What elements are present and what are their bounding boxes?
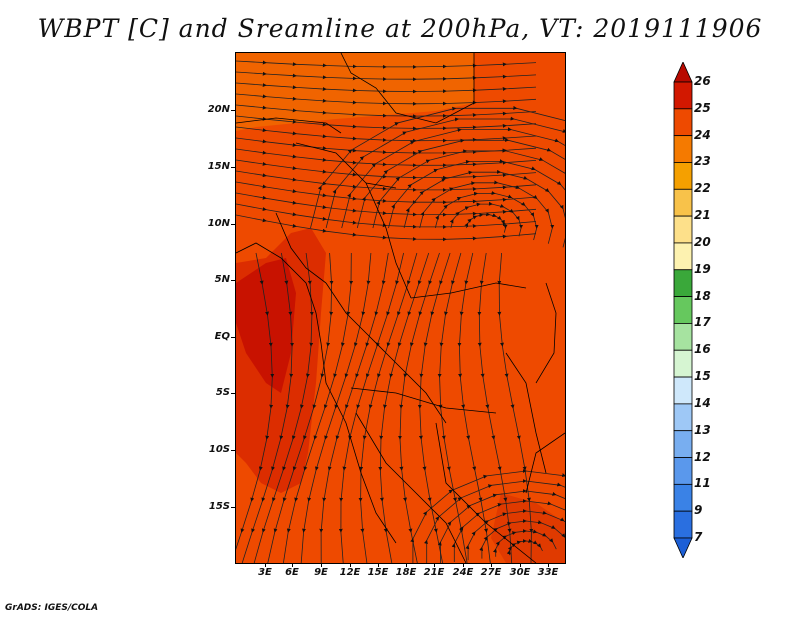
lat-label: 5S <box>215 387 230 398</box>
streamline <box>410 469 565 563</box>
colorbar-label: 24 <box>694 127 711 142</box>
streamline <box>236 82 537 94</box>
colorbar-swatch <box>673 457 693 485</box>
lon-tick <box>321 563 322 567</box>
streamline <box>236 214 537 242</box>
colorbar-swatch <box>673 349 693 378</box>
colorbar-label: 23 <box>694 154 711 169</box>
streamline <box>310 105 565 229</box>
lat-tick <box>231 110 235 111</box>
colorbar-label: 21 <box>694 208 711 223</box>
map-field <box>236 53 565 563</box>
colorbar-swatch <box>673 430 693 458</box>
lat-label: 10N <box>207 218 230 229</box>
colorbar-label: 25 <box>694 100 711 115</box>
lat-tick <box>231 167 235 168</box>
lat-tick <box>231 280 235 281</box>
map-panel <box>235 52 566 564</box>
colorbar-label: 18 <box>694 288 711 303</box>
colorbar-label: 17 <box>694 315 711 330</box>
lat-tick <box>231 450 235 451</box>
colorbar-swatch <box>673 242 693 271</box>
colorbar-label: 11 <box>694 476 711 491</box>
colorbar <box>673 62 693 558</box>
colorbar-swatch <box>673 269 693 297</box>
plot-title: WBPT [C] and Sreamline at 200hPa, VT: 20… <box>37 14 763 43</box>
colorbar-swatch <box>673 188 693 217</box>
lat-label: 15N <box>207 161 230 172</box>
colorbar-swatch <box>673 135 693 163</box>
lon-tick <box>463 563 464 567</box>
colorbar-label: 14 <box>694 395 711 410</box>
colorbar-swatch <box>673 81 693 110</box>
colorbar-swatch <box>673 323 693 351</box>
lon-tick <box>406 563 407 567</box>
colorbar-label: 26 <box>694 74 711 88</box>
country-borders <box>236 53 565 563</box>
lat-label: 10S <box>208 444 230 455</box>
lon-label: 21E <box>423 567 445 578</box>
colorbar-swatch <box>673 376 693 405</box>
streamline <box>236 71 537 82</box>
lon-label: 9E <box>314 567 328 578</box>
colorbar-swatch <box>673 537 693 558</box>
streamline <box>236 60 537 69</box>
streamlines <box>236 60 565 563</box>
colorbar-swatch <box>673 62 693 83</box>
lon-label: 33E <box>537 567 559 578</box>
lat-label: 5N <box>214 274 230 285</box>
colorbar-swatch <box>673 296 693 324</box>
lon-label: 15E <box>367 567 389 578</box>
colorbar-label: 16 <box>694 342 711 357</box>
lon-label: 27E <box>480 567 502 578</box>
colorbar-label: 15 <box>694 369 711 384</box>
colorbar-swatch <box>673 403 693 432</box>
colorbar-swatch <box>673 510 693 539</box>
lon-label: 12E <box>339 567 361 578</box>
colorbar-label: 9 <box>694 503 703 518</box>
lon-tick <box>265 563 266 567</box>
streamline <box>236 93 537 106</box>
grads-credit: GrADS: IGES/COLA <box>5 603 99 613</box>
lon-tick <box>520 563 521 567</box>
colorbar-label: 12 <box>694 449 711 464</box>
colorbar-swatch <box>673 162 693 190</box>
lat-tick <box>231 507 235 508</box>
colorbar-label: 20 <box>694 234 711 249</box>
colorbar-label: 13 <box>694 422 711 437</box>
lat-label: EQ <box>214 331 230 342</box>
lon-label: 30E <box>509 567 531 578</box>
lon-label: 3E <box>258 567 272 578</box>
colorbar-label: 19 <box>694 261 711 276</box>
colorbar-swatch <box>673 483 693 512</box>
lat-tick <box>231 337 235 338</box>
lon-tick <box>548 563 549 567</box>
lat-label: 15S <box>208 501 230 512</box>
lon-label: 24E <box>452 567 474 578</box>
lon-label: 18E <box>395 567 417 578</box>
colorbar-swatch <box>673 215 693 244</box>
colorbar-label: 22 <box>694 181 711 196</box>
lat-tick <box>231 393 235 394</box>
lat-label: 20N <box>207 104 230 115</box>
lon-tick <box>434 563 435 567</box>
colorbar-label: 7 <box>694 530 703 544</box>
lon-label: 6E <box>285 567 299 578</box>
lat-tick <box>231 224 235 225</box>
lon-tick <box>350 563 351 567</box>
lon-tick <box>378 563 379 567</box>
lon-tick <box>491 563 492 567</box>
lon-tick <box>292 563 293 567</box>
colorbar-swatch <box>673 108 693 137</box>
